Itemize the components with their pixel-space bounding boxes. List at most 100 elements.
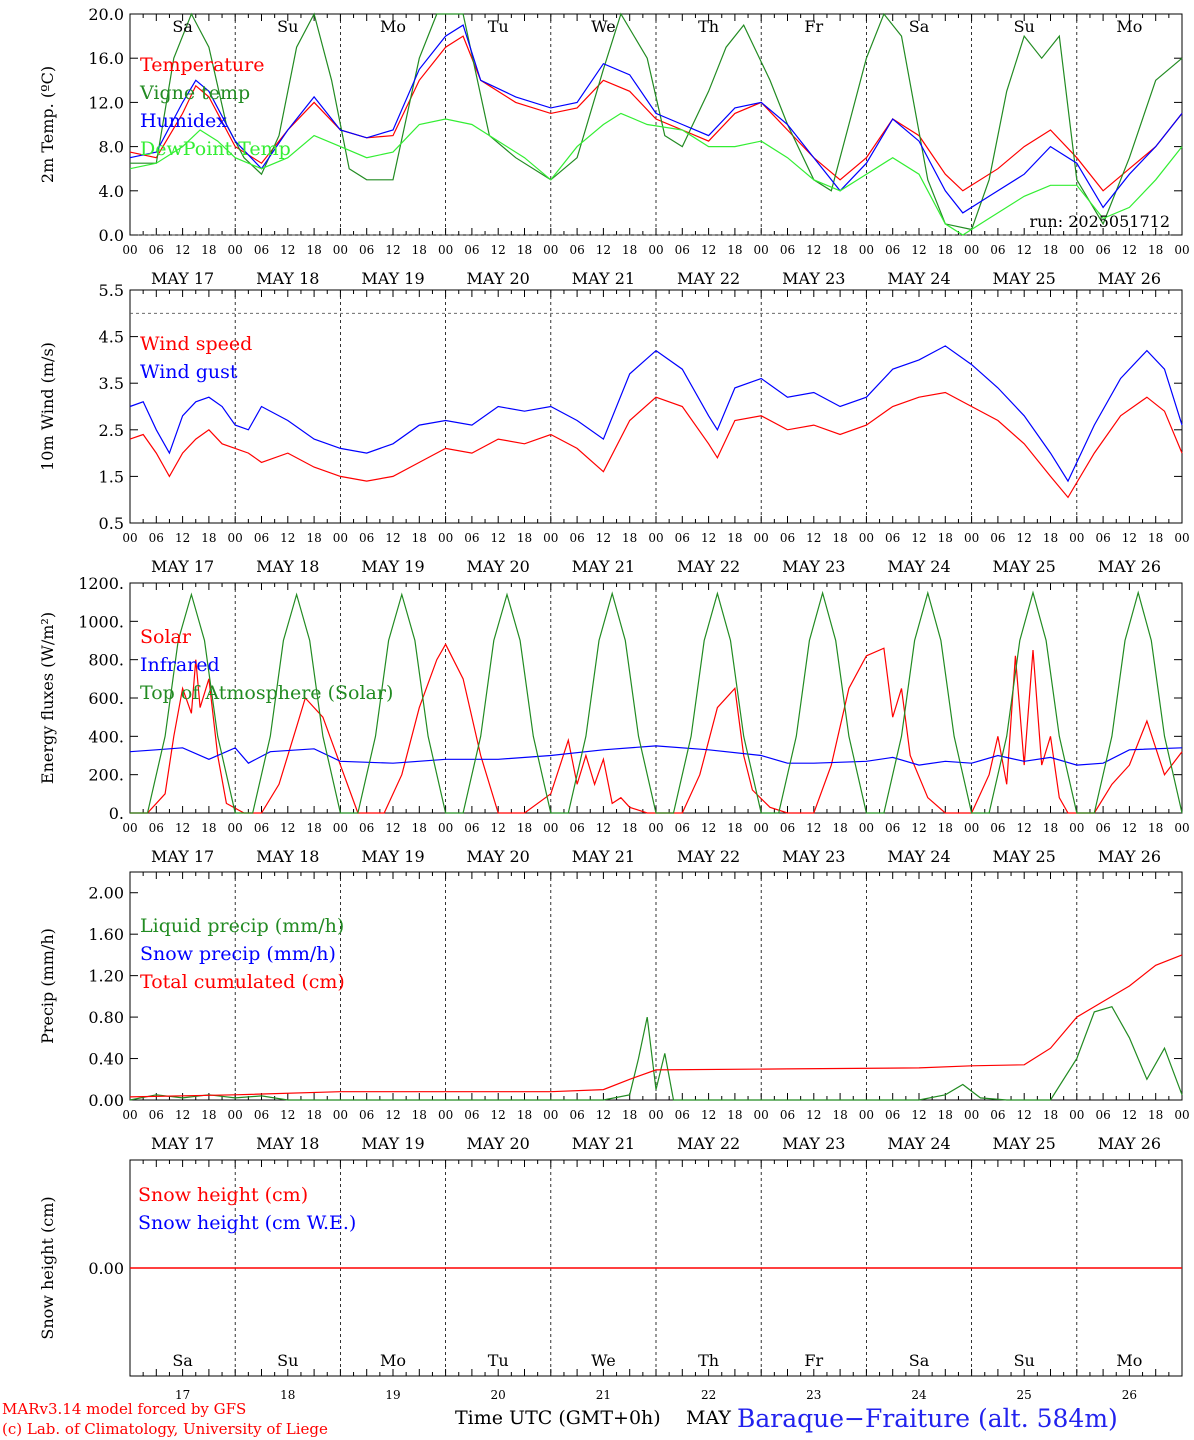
- hour-label: 06: [780, 821, 795, 835]
- hour-label: 12: [175, 1108, 190, 1122]
- hour-label: 12: [491, 531, 506, 545]
- y-tick-label: 4.5: [99, 328, 124, 347]
- date-label: MAY 18: [256, 847, 319, 866]
- y-axis-label: 2m Temp. (ºC): [38, 66, 57, 183]
- hour-label: 06: [254, 821, 269, 835]
- credit-line-1: MARv3.14 model forced by GFS: [2, 1400, 246, 1418]
- hour-label: 18: [832, 243, 847, 257]
- hour-label: 18: [201, 821, 216, 835]
- hour-label: 06: [359, 531, 374, 545]
- y-tick-label: 20.0: [88, 5, 124, 24]
- hour-label: 12: [1017, 531, 1032, 545]
- date-label: MAY 25: [993, 847, 1056, 866]
- hour-label: 06: [990, 243, 1005, 257]
- hour-label: 18: [832, 531, 847, 545]
- y-tick-label: 1.60: [88, 925, 124, 944]
- date-label: MAY 23: [782, 269, 845, 288]
- weekday-label: Su: [1014, 17, 1035, 36]
- date-label: MAY 17: [151, 1134, 214, 1153]
- hour-label: 00: [648, 243, 663, 257]
- day-number-label: 19: [385, 1388, 400, 1402]
- y-tick-label: 1.5: [99, 467, 124, 486]
- date-label: MAY 21: [572, 847, 635, 866]
- legend-entry: DewPoint Temp: [140, 138, 291, 160]
- weekday-label: Su: [277, 17, 298, 36]
- hour-label: 06: [990, 821, 1005, 835]
- hour-label: 12: [911, 243, 926, 257]
- chart-panels: 0.0 4.0 8.0 12.0 16.0 20.0 2m Temp. (ºC) Temper…: [38, 5, 1190, 1402]
- weekday-label: Mo: [1116, 17, 1142, 36]
- hour-label: 18: [938, 821, 953, 835]
- hour-label: 00: [859, 243, 874, 257]
- hour-label: 06: [254, 243, 269, 257]
- hour-label: 12: [385, 243, 400, 257]
- hour-label: 06: [780, 1108, 795, 1122]
- y-tick-label: 4.0: [99, 182, 124, 201]
- hour-label: 18: [412, 1108, 427, 1122]
- hour-label: 00: [648, 821, 663, 835]
- hour-label: 12: [1122, 531, 1137, 545]
- date-label: MAY 17: [151, 269, 214, 288]
- hour-label: 06: [149, 531, 164, 545]
- hour-label: 18: [306, 531, 321, 545]
- hour-label: 00: [1174, 243, 1189, 257]
- hour-label: 18: [622, 531, 637, 545]
- day-number-label: 20: [491, 1388, 506, 1402]
- month-label: MAY: [686, 1407, 731, 1429]
- hour-label: 12: [911, 531, 926, 545]
- hour-label: 18: [938, 531, 953, 545]
- date-label: MAY 22: [677, 847, 740, 866]
- y-tick-label: 0.5: [99, 514, 124, 533]
- date-label: MAY 24: [887, 557, 950, 576]
- hour-label: 18: [1148, 243, 1163, 257]
- hour-label: 00: [648, 531, 663, 545]
- date-label: MAY 23: [782, 1134, 845, 1153]
- series-line-infrared: [129, 745, 1183, 766]
- legend-entry: Top of Atmosphere (Solar): [140, 682, 393, 704]
- date-label: MAY 21: [572, 1134, 635, 1153]
- hour-label: 00: [964, 1108, 979, 1122]
- hour-label: 12: [175, 821, 190, 835]
- hour-label: 12: [280, 1108, 295, 1122]
- date-label: MAY 22: [677, 1134, 740, 1153]
- hour-label: 18: [727, 531, 742, 545]
- hour-label: 00: [333, 821, 348, 835]
- y-tick-label: 2.5: [99, 421, 124, 440]
- hour-label: 12: [911, 1108, 926, 1122]
- legend-entry: Snow height (cm): [138, 1184, 308, 1206]
- hour-label: 06: [780, 243, 795, 257]
- hour-label: 00: [438, 821, 453, 835]
- hour-label: 12: [280, 821, 295, 835]
- hour-label: 18: [201, 243, 216, 257]
- y-tick-label: 1000.: [78, 612, 124, 631]
- hour-label: 00: [543, 821, 558, 835]
- hour-label: 06: [569, 531, 584, 545]
- y-axis-label: Precip (mm/h): [38, 928, 57, 1044]
- date-label: MAY 18: [256, 1134, 319, 1153]
- series-line-vigne-temp: [130, 12, 1183, 231]
- run-label: run: 2025051712: [1029, 212, 1170, 231]
- panel-2: 0.5 1.5 2.5 3.5 4.5 5.5 10m Wind (m/s) Wind spe…: [38, 281, 1190, 576]
- date-label: MAY 22: [677, 557, 740, 576]
- hour-label: 06: [254, 531, 269, 545]
- panel-3: 0. 200. 400. 600. 800. 1000. 1200. Energy fluxe…: [38, 574, 1190, 866]
- legend-entry: Wind speed: [140, 333, 252, 355]
- hour-label: 06: [359, 1108, 374, 1122]
- date-label: MAY 17: [151, 847, 214, 866]
- hour-label: 18: [832, 821, 847, 835]
- weekday-label: Sa: [172, 1351, 193, 1370]
- hour-label: 18: [1148, 821, 1163, 835]
- weekday-label: Fr: [804, 17, 823, 36]
- hour-label: 12: [596, 243, 611, 257]
- weekday-label: Su: [277, 1351, 298, 1370]
- hour-label: 06: [464, 531, 479, 545]
- weekday-label: We: [591, 17, 616, 36]
- hour-label: 18: [1043, 821, 1058, 835]
- y-tick-label: 0.80: [88, 1008, 124, 1027]
- hour-label: 00: [122, 1108, 137, 1122]
- hour-label: 12: [701, 243, 716, 257]
- panel-5: 0.00 Snow height (cm) Snow height (cm) Snow…: [38, 1159, 1183, 1402]
- hour-label: 18: [201, 1108, 216, 1122]
- hour-label: 12: [806, 1108, 821, 1122]
